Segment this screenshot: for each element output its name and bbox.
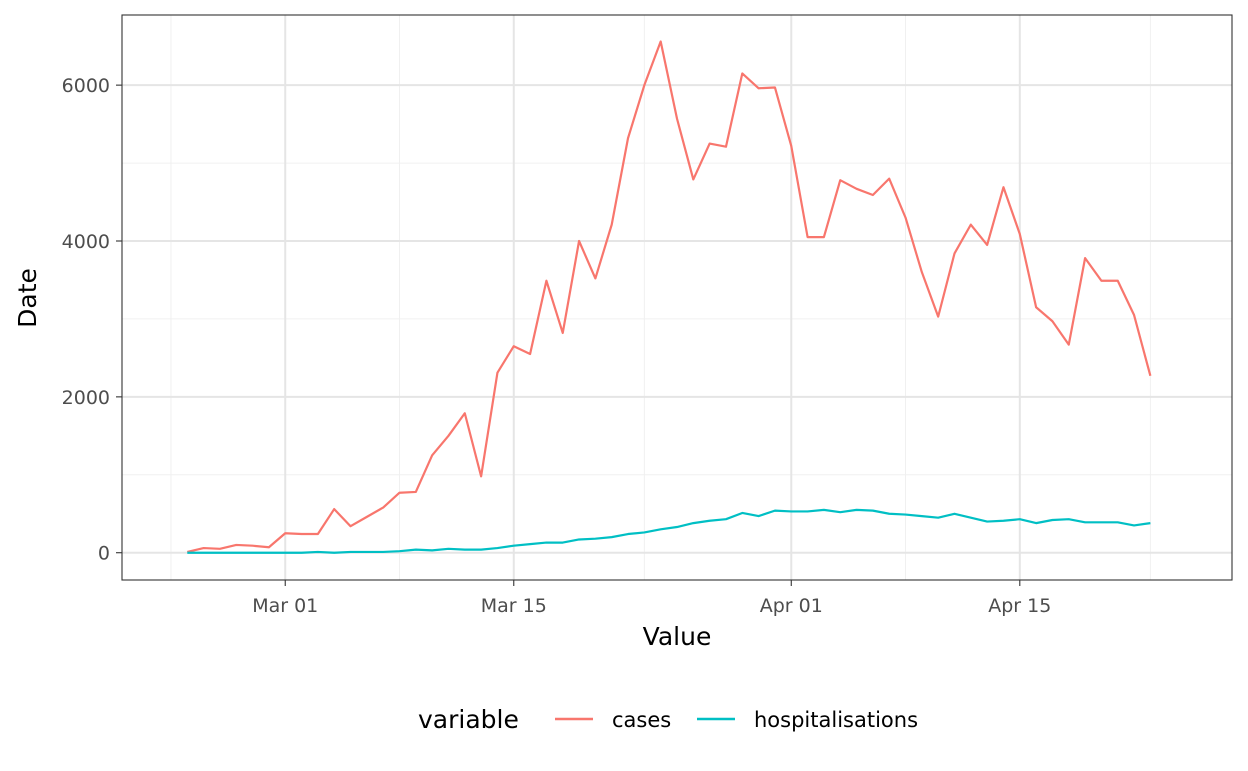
- minor-gridlines: [122, 15, 1232, 580]
- y-axis-title: Date: [13, 268, 42, 328]
- x-tick-label: Mar 15: [481, 595, 547, 617]
- y-axis: 0 2000 4000 6000: [62, 75, 122, 565]
- x-tick-label: Apr 01: [760, 595, 823, 617]
- legend-label-hospitalisations: hospitalisations: [754, 708, 918, 732]
- x-tick-label: Mar 01: [252, 595, 318, 617]
- x-axis-title: Value: [643, 622, 712, 651]
- series-line-hospitalisations: [187, 508, 1151, 554]
- y-tick-label: 2000: [62, 387, 110, 409]
- x-axis: Mar 01 Mar 15 Apr 01 Apr 15: [252, 580, 1051, 617]
- legend-label-cases: cases: [612, 708, 671, 732]
- series-line-cases: [187, 40, 1152, 554]
- major-gridlines: [122, 15, 1232, 580]
- y-tick-label: 4000: [62, 231, 110, 253]
- y-tick-label: 6000: [62, 75, 110, 97]
- x-tick-label: Apr 15: [988, 595, 1051, 617]
- series-lines: [187, 40, 1152, 554]
- legend-title: variable: [418, 705, 519, 734]
- legend: variable cases hospitalisations: [418, 705, 918, 734]
- y-tick-label: 0: [98, 543, 110, 565]
- plot-panel-border: [121, 14, 1233, 581]
